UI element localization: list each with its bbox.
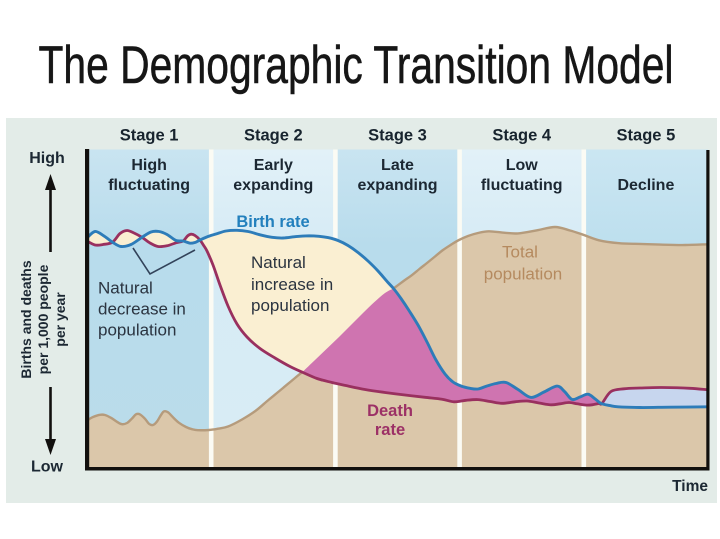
svg-text:expanding: expanding — [233, 177, 313, 194]
svg-text:rate: rate — [375, 421, 405, 439]
svg-text:population: population — [98, 321, 176, 340]
svg-text:High: High — [131, 157, 167, 174]
svg-text:Stage 3: Stage 3 — [368, 127, 427, 145]
svg-text:per year: per year — [52, 292, 68, 347]
svg-text:Early: Early — [254, 157, 293, 174]
svg-text:decrease in: decrease in — [98, 300, 186, 319]
svg-text:Stage 5: Stage 5 — [617, 127, 676, 145]
svg-text:Births and deaths: Births and deaths — [18, 260, 34, 378]
svg-text:fluctuating: fluctuating — [481, 177, 563, 194]
svg-text:Stage 1: Stage 1 — [120, 127, 179, 145]
svg-text:Decline: Decline — [617, 177, 674, 194]
svg-text:The Demographic Transition Mod: The Demographic Transition Model — [39, 36, 674, 95]
svg-text:population: population — [251, 296, 329, 315]
svg-text:fluctuating: fluctuating — [108, 177, 190, 194]
svg-text:Total: Total — [502, 243, 538, 262]
svg-text:Stage 4: Stage 4 — [492, 127, 552, 145]
svg-text:increase in: increase in — [251, 275, 333, 294]
svg-text:Low: Low — [506, 157, 539, 174]
svg-text:Time: Time — [672, 478, 708, 495]
svg-text:expanding: expanding — [357, 177, 437, 194]
svg-text:High: High — [29, 150, 65, 167]
svg-text:Stage 2: Stage 2 — [244, 127, 303, 145]
svg-text:Birth rate: Birth rate — [236, 213, 309, 231]
svg-text:Natural: Natural — [98, 279, 153, 298]
svg-text:Natural: Natural — [251, 253, 306, 272]
svg-text:per 1,000 people: per 1,000 people — [35, 264, 51, 374]
svg-text:Late: Late — [381, 157, 414, 174]
svg-text:population: population — [484, 265, 562, 284]
svg-text:Low: Low — [31, 459, 64, 476]
svg-text:Death: Death — [367, 402, 413, 420]
